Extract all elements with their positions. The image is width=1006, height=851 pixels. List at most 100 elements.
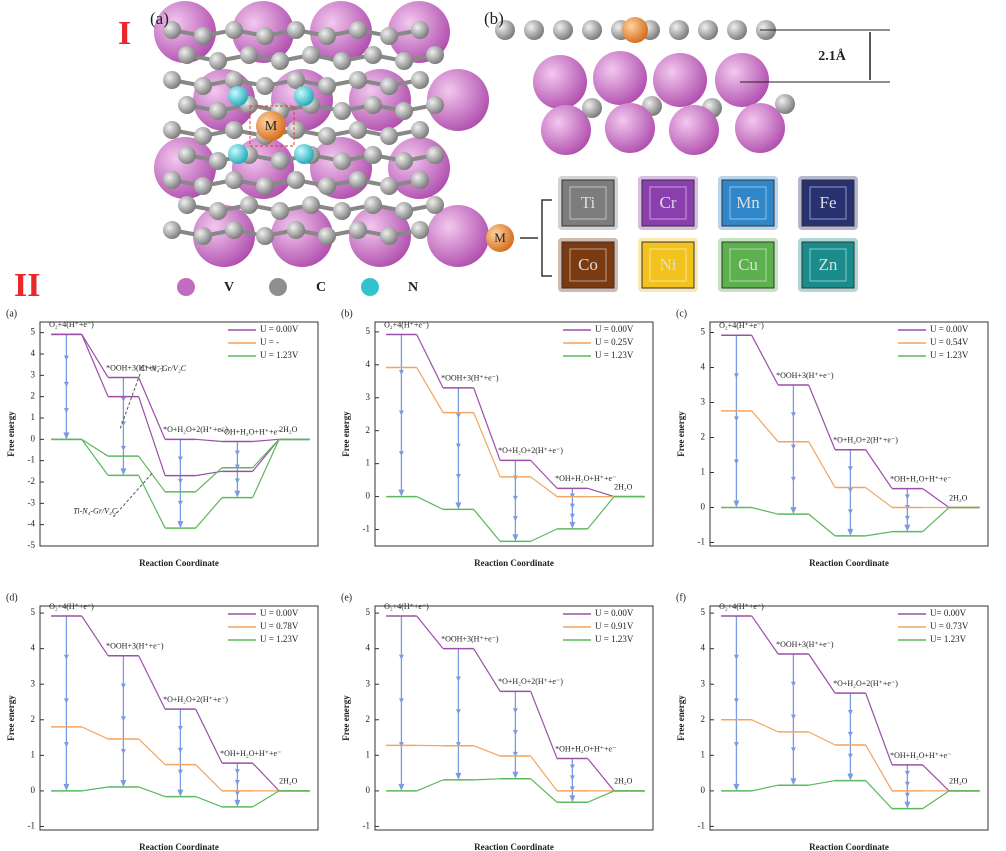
connector	[81, 726, 109, 740]
y-tick-label: 5	[701, 327, 706, 337]
carbon-atom	[178, 96, 196, 114]
carbon-atom	[426, 96, 444, 114]
arrow-head	[733, 459, 739, 465]
y-tick-label: 4	[366, 643, 371, 653]
carbon-atom	[271, 52, 289, 70]
plot-frame	[374, 605, 654, 831]
connector	[530, 528, 558, 542]
y-tick-label: 1	[31, 412, 36, 422]
connector	[252, 438, 280, 443]
carbon-atom	[411, 121, 429, 139]
carbon-atom	[411, 221, 429, 239]
legend-label: U = 1.23V	[260, 350, 299, 360]
panel-label: (b)	[341, 308, 353, 319]
arrow-head	[455, 413, 461, 419]
arrow-head	[569, 521, 576, 529]
y-tick-label: 2	[31, 391, 36, 401]
arrow-head	[790, 747, 796, 753]
y-tick-label: 4	[31, 348, 36, 358]
y-axis-label: Free energy	[676, 411, 686, 457]
arrow-head	[177, 725, 183, 731]
carbon-atom	[364, 46, 382, 64]
arrow-head	[512, 534, 519, 542]
arrow-head	[177, 789, 184, 797]
arrow-head	[398, 698, 404, 704]
arrow-head	[790, 714, 796, 720]
element-label: Cr	[660, 193, 677, 212]
connector	[808, 441, 836, 488]
arrow-head	[177, 456, 183, 462]
arrow-head	[234, 769, 240, 775]
arrow-head	[790, 412, 796, 418]
carbon-atom	[209, 102, 227, 120]
connector	[473, 648, 501, 692]
connector	[751, 506, 779, 515]
arrow-head	[733, 742, 739, 748]
element-label: Cu	[738, 255, 758, 274]
carbon-atom	[318, 77, 336, 95]
carbon-atom	[426, 46, 444, 64]
state-label: *OH+H₂O+H⁺+e⁻	[555, 474, 616, 483]
carbon-atom	[256, 227, 274, 245]
carbon-atom	[256, 77, 274, 95]
element-inner	[809, 248, 847, 282]
connector	[922, 764, 950, 792]
y-tick-label: 4	[701, 362, 706, 372]
metal-atom	[486, 224, 514, 252]
y-tick-label: 3	[31, 369, 36, 379]
y-tick-label: -4	[28, 519, 36, 529]
arrow-head	[234, 799, 241, 807]
arrow-head	[234, 790, 240, 796]
arrow-head	[847, 509, 853, 515]
arrow-head	[120, 779, 127, 787]
legend-label: U = 0.00V	[595, 608, 634, 618]
arrow-head	[847, 709, 853, 715]
carbon-atom	[256, 27, 274, 45]
carbon-atom	[163, 221, 181, 239]
element-inner	[649, 186, 687, 220]
arrow-head	[455, 772, 462, 780]
state-label: 2H₂O	[949, 777, 968, 786]
carbon-atom	[775, 94, 795, 114]
carbon-atom	[380, 27, 398, 45]
y-tick-label: 2	[701, 432, 706, 442]
arrow-head	[234, 478, 240, 484]
connector	[416, 779, 444, 792]
arrow-head	[904, 494, 910, 500]
legend-label: V	[224, 280, 234, 295]
arrow-head	[63, 698, 69, 704]
panel-label: (f)	[676, 592, 686, 603]
carbon-atom	[209, 152, 227, 170]
arrow-head	[904, 770, 910, 776]
panel-label: (c)	[676, 308, 687, 319]
carbon-atom	[302, 196, 320, 214]
carbon-atom	[302, 46, 320, 64]
connector	[138, 738, 166, 766]
y-tick-label: 1	[366, 458, 371, 468]
legend-label: U = 1.23V	[595, 350, 634, 360]
arrow-head	[847, 466, 853, 472]
carbon-atom	[582, 20, 602, 40]
arrow-head	[733, 373, 739, 379]
vanadium-atom	[388, 137, 450, 199]
arrow-head	[63, 783, 70, 791]
connector	[195, 764, 223, 792]
vanadium-atom	[735, 103, 785, 153]
legend-label: U= 0.00V	[930, 608, 967, 618]
carbon-atom	[256, 177, 274, 195]
connector	[252, 762, 280, 792]
x-axis-label: Reaction Coordinate	[139, 558, 219, 568]
arrow-head	[120, 749, 126, 755]
connector	[530, 691, 558, 759]
legend-label: C	[316, 280, 326, 295]
arrow-head	[120, 468, 127, 476]
y-axis-label: Free energy	[6, 695, 16, 741]
arrow-head	[398, 451, 404, 457]
legend-label: U = 0.25V	[595, 337, 634, 347]
carbon-atom	[698, 20, 718, 40]
nitrogen-atom	[228, 144, 248, 164]
arrow-head	[733, 654, 739, 660]
state-label: *O+H₂O+2(H⁺+e⁻)	[833, 679, 898, 688]
state-label: *OOH+3(H⁺+e⁻)	[776, 371, 834, 380]
arrow-head	[790, 681, 796, 687]
